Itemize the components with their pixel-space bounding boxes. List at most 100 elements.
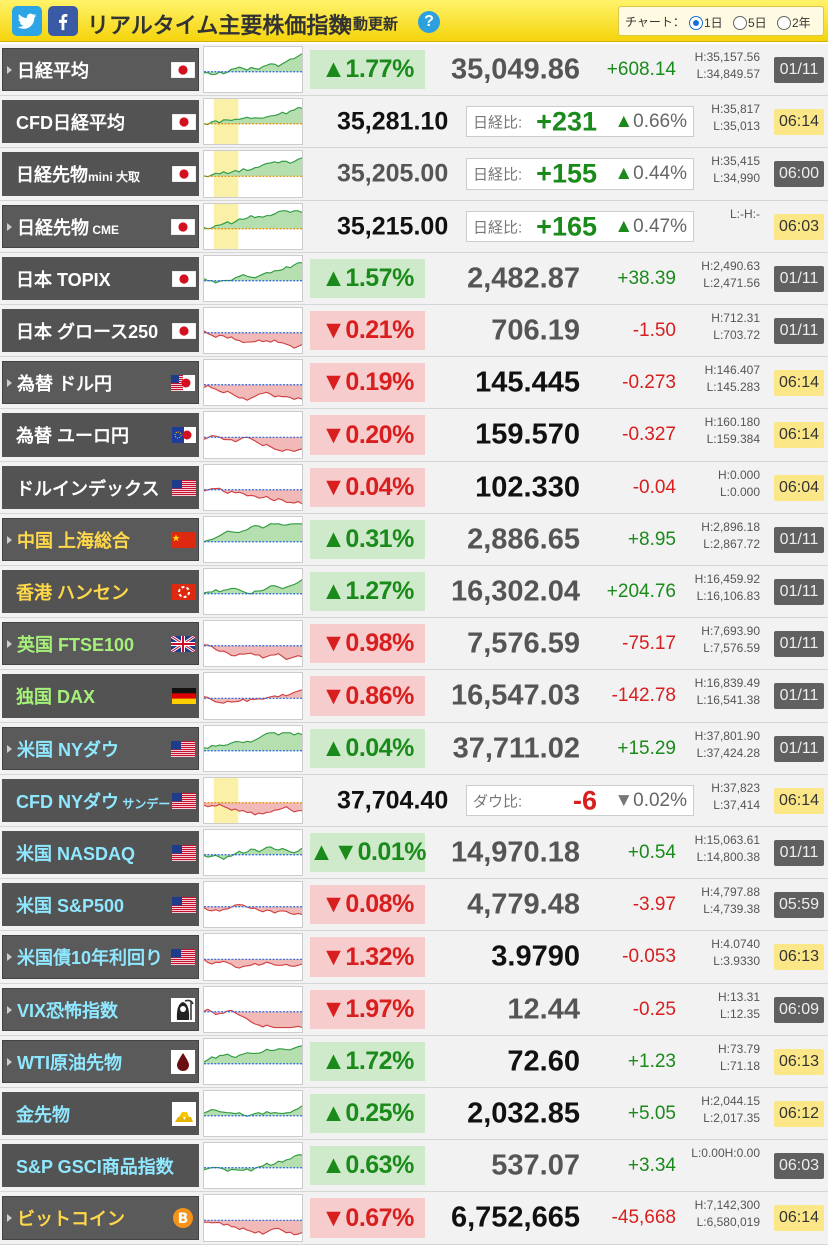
mini-chart[interactable] <box>203 672 303 720</box>
mini-chart[interactable] <box>203 829 303 876</box>
index-row[interactable]: 為替 ユーロ円 ▼ 0.20% 159.570 -0.327 H:160.180 L:159… <box>0 409 828 462</box>
high-value: H:73.79 <box>717 1042 760 1056</box>
range-option-1d[interactable]: 1日 <box>689 14 723 31</box>
mini-chart[interactable] <box>203 46 303 93</box>
change-amount: -0.327 <box>622 424 676 445</box>
index-row[interactable]: 米国 S&P500 ▼ 0.08% 4,779.48 -3.97 H:4,797.88 L:… <box>0 879 828 931</box>
index-row[interactable]: 日経先物 CME 35,215.00 日経比: +165 ▲0.47% L:-H:- 06:… <box>0 201 828 253</box>
index-name-button[interactable]: 金先物 <box>2 1092 199 1135</box>
index-name-button[interactable]: 日本 TOPIX <box>2 257 199 300</box>
index-row[interactable]: ビットコイン B ▼ 0.67% 6,752,665 -45,668 H:7,142,300… <box>0 1192 828 1245</box>
index-row[interactable]: 日本 グロース250 ▼ 0.21% 706.19 -1.50 H:712.31 L:703… <box>0 305 828 357</box>
high-low: H:2,896.18 L:2,867.72 <box>701 519 760 553</box>
mini-chart[interactable] <box>203 568 303 615</box>
high-value: H:0.000 <box>717 468 760 482</box>
index-name-button[interactable]: 為替 ドル円 <box>2 361 199 404</box>
mini-chart[interactable] <box>203 1142 303 1189</box>
mini-chart[interactable] <box>203 516 303 563</box>
index-name-button[interactable]: 米国 NASDAQ <box>2 831 199 874</box>
index-name-sub: サンデー <box>119 796 171 811</box>
index-name-button[interactable]: 日経先物mini 大取 <box>2 152 199 196</box>
mini-chart[interactable] <box>203 1090 303 1137</box>
mini-chart[interactable] <box>203 777 303 824</box>
auto-update-label[interactable]: 自動更新 <box>338 16 399 33</box>
index-name-button[interactable]: WTI原油先物 <box>2 1040 199 1083</box>
index-name-button[interactable]: ビットコイン B <box>2 1196 199 1240</box>
index-name-button[interactable]: 独国 DAX <box>2 674 199 718</box>
index-row[interactable]: 中国 上海総合 ▲ 0.31% 2,886.65 +8.95 H:2,896.18 L:2,… <box>0 514 828 566</box>
index-name-button[interactable]: 日本 グロース250 <box>2 309 199 352</box>
mini-chart[interactable] <box>203 255 303 302</box>
index-row[interactable]: ドルインデックス ▼ 0.04% 102.330 -0.04 H:0.000 L:0.000… <box>0 462 828 514</box>
down-arrow-icon: ▼ <box>321 995 346 1023</box>
mini-chart[interactable] <box>203 464 303 511</box>
mini-chart[interactable] <box>203 933 303 981</box>
change-percent: ▼ 1.97% <box>310 990 425 1029</box>
index-row[interactable]: VIX恐怖指数 ▼ 1.97% 12.44 -0.25 H:13.31 L:12.35 06:… <box>0 984 828 1036</box>
down-arrow-icon: ▼ <box>321 681 346 710</box>
index-row[interactable]: 為替 ドル円 ▼ 0.19% 145.445 -0.273 H:146.407 L:145.… <box>0 357 828 409</box>
expand-arrow-icon <box>7 639 12 648</box>
low-value: L:3.9330 <box>713 954 760 968</box>
index-row[interactable]: 日経平均 ▲ 1.77% 35,049.86 +608.14 H:35,157.56 L:3… <box>0 44 828 96</box>
mini-chart[interactable] <box>203 98 303 145</box>
index-value: 159.570 <box>475 418 580 451</box>
mini-chart[interactable] <box>203 725 303 772</box>
index-row[interactable]: 米国 NASDAQ ▲ ▼ 0.01% 14,970.18 +0.54 H:15,063.6… <box>0 827 828 879</box>
index-name-button[interactable]: 日経平均 <box>2 48 199 91</box>
index-row[interactable]: WTI原油先物 ▲ 1.72% 72.60 +1.23 H:73.79 L:71.18 06:… <box>0 1036 828 1088</box>
change-percent: ▲ 1.77% <box>310 50 425 89</box>
index-name-button[interactable]: 中国 上海総合 <box>2 518 199 561</box>
index-row[interactable]: 日経先物mini 大取 35,205.00 日経比: +155 ▲0.44% H:35,4… <box>0 148 828 201</box>
index-row[interactable]: 独国 DAX ▼ 0.86% 16,547.03 -142.78 H:16,839.49 L… <box>0 670 828 723</box>
mini-chart[interactable] <box>203 620 303 667</box>
facebook-icon[interactable] <box>48 6 78 36</box>
mini-chart[interactable] <box>203 1194 303 1242</box>
index-row[interactable]: 香港 ハンセン ▲ 1.27% 16,302.04 +204.76 H:16,459.92… <box>0 566 828 618</box>
cfd-diff-label: 日経比: <box>473 166 523 184</box>
index-name-button[interactable]: S&P GSCI商品指数 <box>2 1144 199 1187</box>
radio-icon[interactable] <box>733 15 747 30</box>
mini-chart[interactable] <box>203 1038 303 1085</box>
index-name-button[interactable]: VIX恐怖指数 <box>2 988 199 1031</box>
help-icon[interactable]: ? <box>418 11 440 33</box>
index-row[interactable]: 金先物 ▲ 0.25% 2,032.85 +5.05 H:2,044.15 L:2,017.… <box>0 1088 828 1140</box>
index-name: 為替 ユーロ円 <box>16 426 130 446</box>
index-name-button[interactable]: 英国 FTSE100 <box>2 622 199 665</box>
mini-chart[interactable] <box>203 986 303 1033</box>
index-row[interactable]: S&P GSCI商品指数 ▲ 0.63% 537.07 +3.34 L:0.00H:0.0… <box>0 1140 828 1192</box>
mini-chart[interactable] <box>203 881 303 928</box>
twitter-icon[interactable] <box>12 6 42 36</box>
index-row[interactable]: 米国債10年利回り ▼ 1.32% 3.9790 -0.053 H:4.0740 L:3.9… <box>0 931 828 984</box>
radio-icon[interactable] <box>689 15 703 30</box>
range-option-5d[interactable]: 5日 <box>733 14 767 31</box>
mini-chart[interactable] <box>203 203 303 250</box>
high-low: H:35,817 L:35,013 <box>711 101 760 135</box>
index-name-button[interactable]: 日経先物 CME <box>2 205 199 248</box>
mini-chart[interactable] <box>203 411 303 459</box>
mini-chart[interactable] <box>203 307 303 354</box>
radio-icon[interactable] <box>777 15 791 30</box>
index-row[interactable]: 英国 FTSE100 ▼ 0.98% 7,576.59 -75.17 H:7,693.90… <box>0 618 828 670</box>
index-name-button[interactable]: 為替 ユーロ円 <box>2 413 199 457</box>
mini-chart[interactable] <box>203 150 303 198</box>
index-name-sub: mini 大取 <box>88 170 141 184</box>
index-row[interactable]: CFD NYダウ サンデー 37,704.40 ダウ比: -6 ▼0.02% H:37,8… <box>0 775 828 827</box>
index-name-button[interactable]: 米国債10年利回り <box>2 935 199 979</box>
expand-arrow-icon <box>7 222 12 231</box>
index-name: 米国債10年利回り <box>17 948 164 968</box>
index-name-button[interactable]: 米国 NYダウ <box>2 727 199 770</box>
index-name-button[interactable]: 米国 S&P500 <box>2 883 199 926</box>
index-row[interactable]: 米国 NYダウ ▲ 0.04% 37,711.02 +15.29 H:37,801.90 L… <box>0 723 828 775</box>
mini-chart[interactable] <box>203 359 303 406</box>
index-name-button[interactable]: 香港 ハンセン <box>2 570 199 613</box>
range-option-2y[interactable]: 2年 <box>777 14 811 31</box>
index-name-button[interactable]: CFD日経平均 <box>2 100 199 143</box>
flag-icon-us <box>172 789 196 813</box>
index-name-button[interactable]: CFD NYダウ サンデー <box>2 779 199 822</box>
index-row[interactable]: CFD日経平均 35,281.10 日経比: +231 ▲0.66% H:35,817 L:… <box>0 96 828 148</box>
index-row[interactable]: 日本 TOPIX ▲ 1.57% 2,482.87 +38.39 H:2,490.63 L:… <box>0 253 828 305</box>
up-arrow-icon: ▲ <box>321 55 346 83</box>
index-name-button[interactable]: ドルインデックス <box>2 466 199 509</box>
index-value: 102.330 <box>475 471 580 503</box>
